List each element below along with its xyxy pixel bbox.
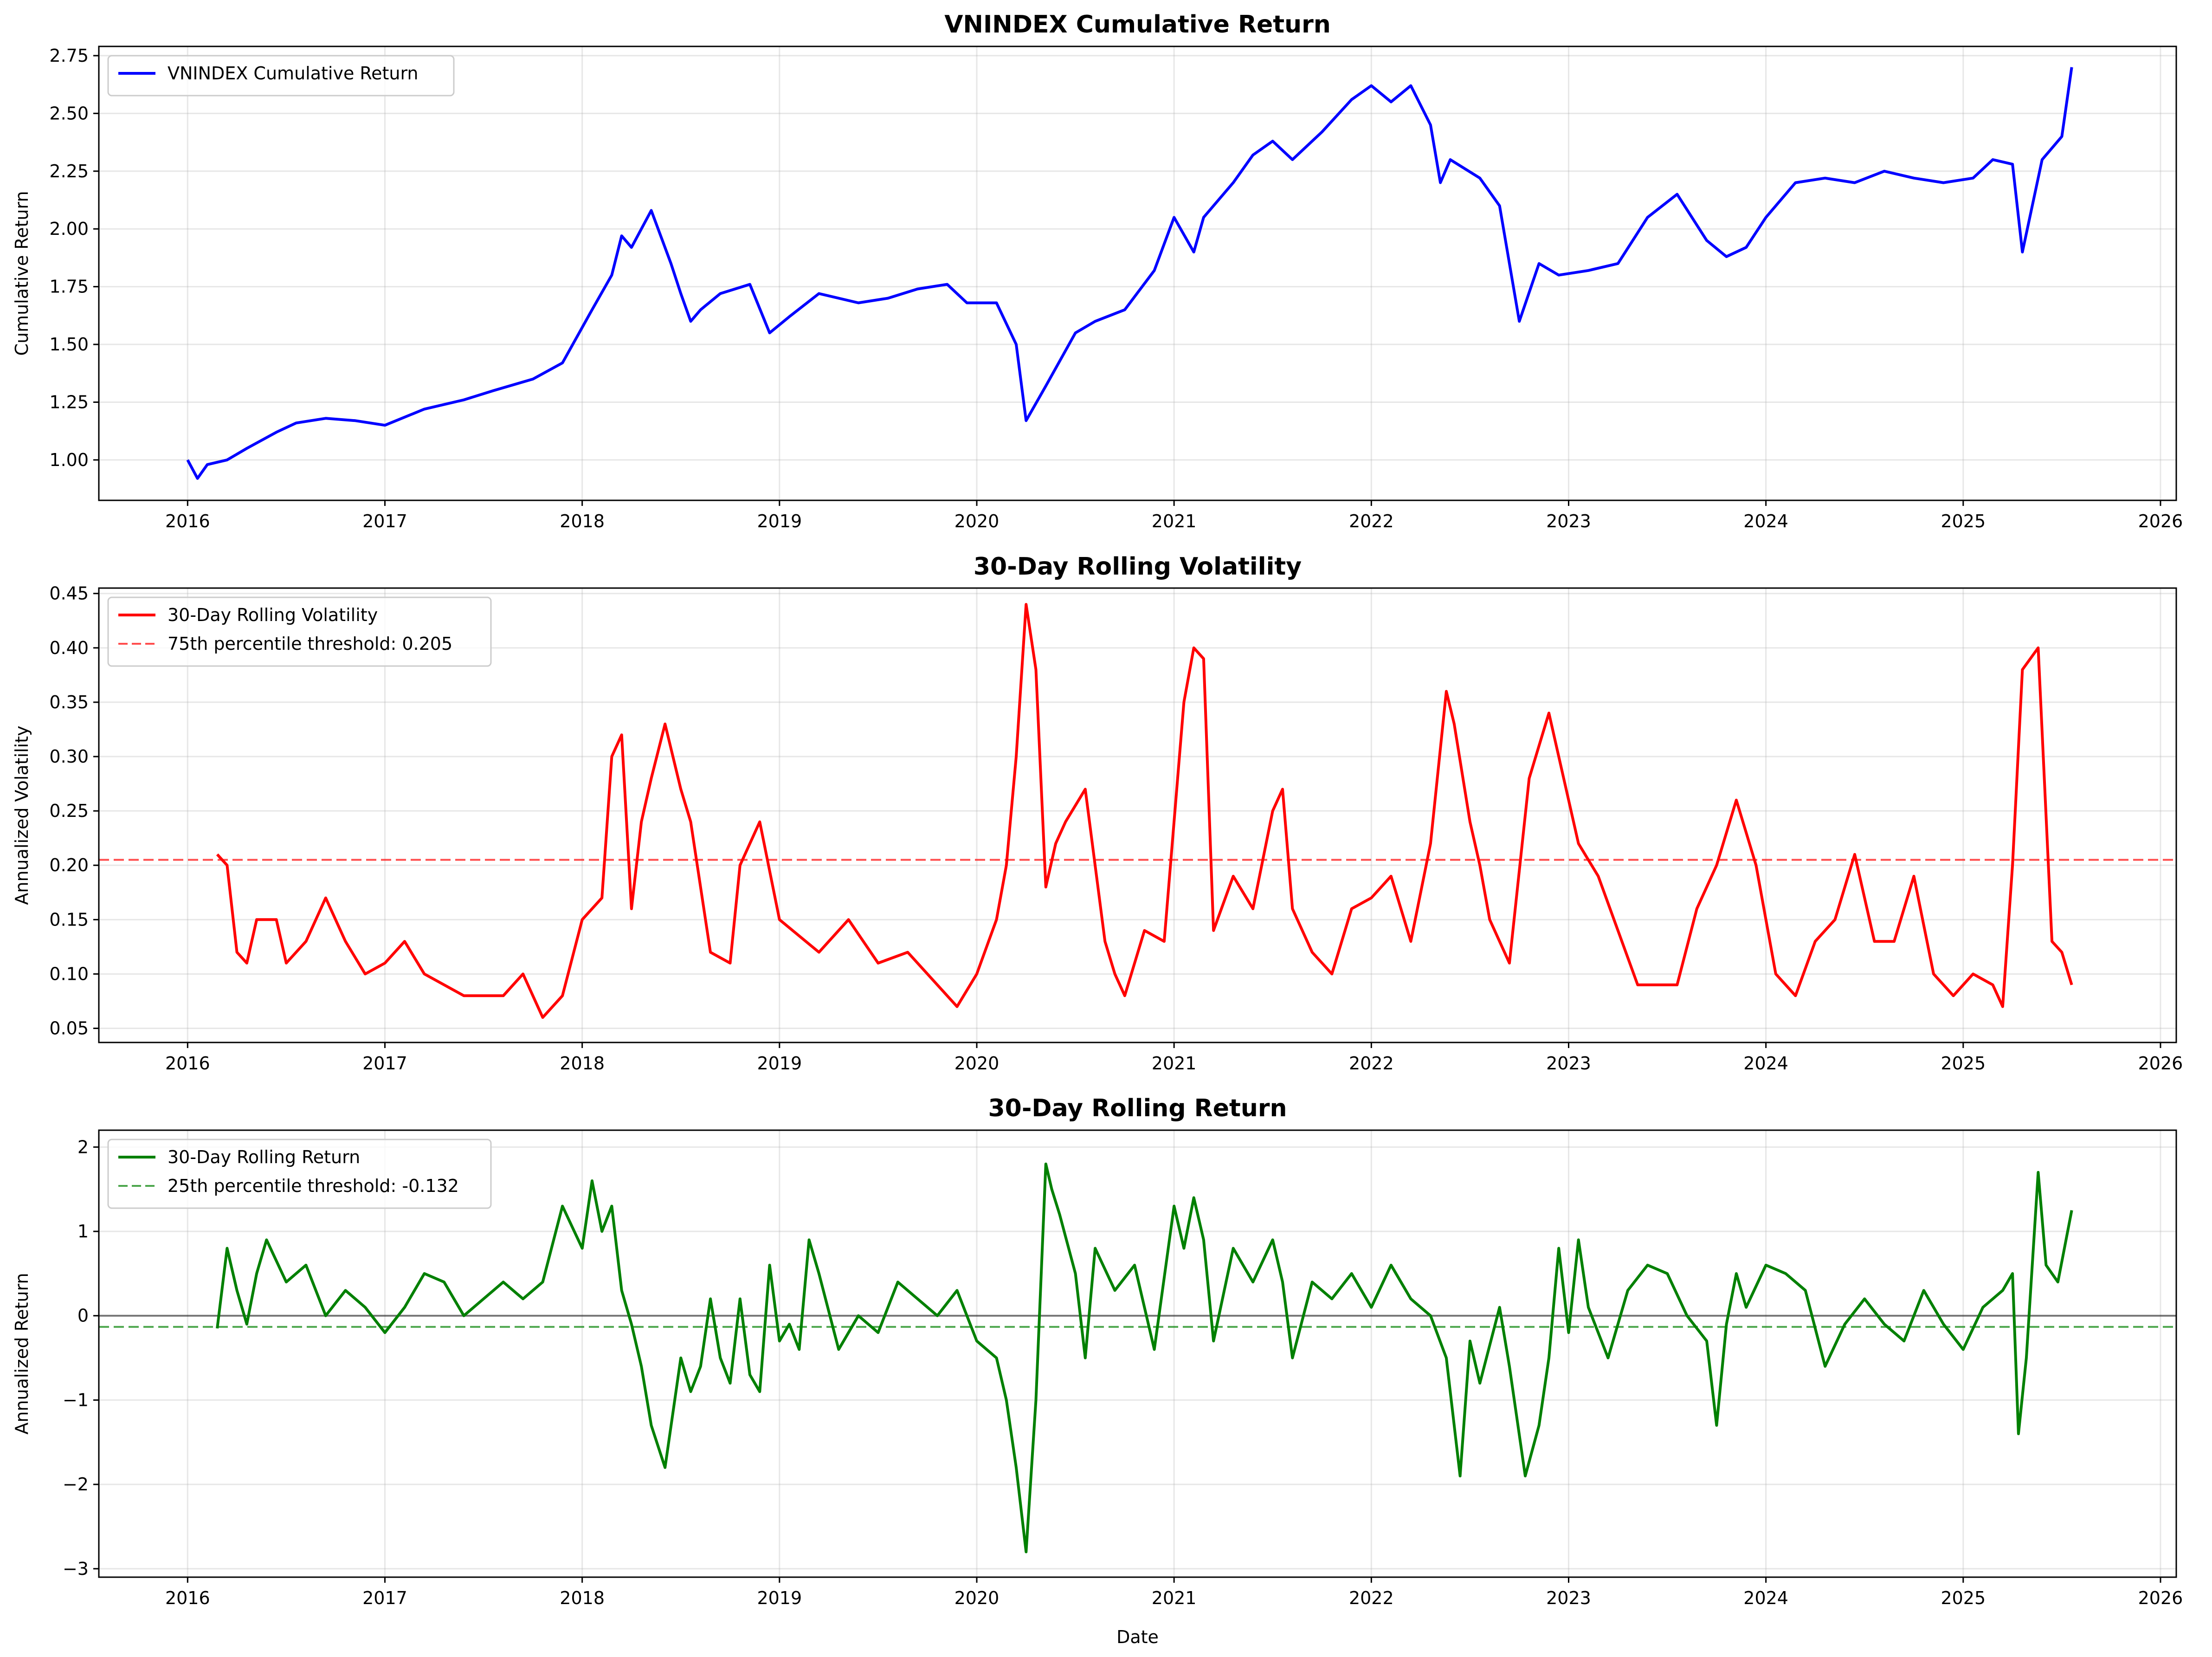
y-tick-label: 1.75 [49, 277, 89, 297]
y-tick-label: 2.00 [49, 219, 89, 239]
legend-box [107, 1139, 492, 1209]
legend: VNINDEX Cumulative Return [107, 55, 455, 97]
y-tick-label: 0.10 [49, 964, 89, 984]
y-tick-label: 0.05 [49, 1018, 89, 1039]
grid-lines [99, 588, 2176, 1042]
y-tick-label: 0.35 [49, 692, 89, 712]
y-tick-label: 2 [77, 1137, 89, 1157]
y-tick-label: 2.75 [49, 45, 89, 66]
series-line [216, 603, 2073, 1019]
x-tick-label: 2024 [1743, 1588, 1788, 1608]
legend-box [107, 596, 492, 667]
y-tick-label: 1.25 [49, 392, 89, 412]
x-tick-label: 2017 [362, 1588, 407, 1608]
y-tick-label: 1.50 [49, 334, 89, 355]
x-tick-label: 2016 [165, 511, 210, 531]
x-tick-label: 2017 [362, 1053, 407, 1074]
x-tick-label: 2018 [560, 511, 605, 531]
legend-box [107, 55, 455, 97]
x-tick-label: 2022 [1349, 1588, 1394, 1608]
legend: 30-Day Rolling Return 25th percentile th… [107, 1139, 492, 1209]
panel-rolling-return: 30-Day Rolling Return Annualized Return … [12, 1094, 2183, 1647]
x-tick-label: 2025 [1941, 1588, 1986, 1608]
panel-cumulative-return: VNINDEX Cumulative Return Cumulative Ret… [12, 11, 2183, 531]
x-tick-label: 2020 [954, 511, 1000, 531]
series-line [186, 67, 2073, 480]
axes-frame [98, 45, 2177, 501]
x-tick-label: 2018 [560, 1588, 605, 1608]
y-tick-label: 0.40 [49, 638, 89, 658]
panel-rolling-volatility: 30-Day Rolling Volatility Annualized Vol… [12, 553, 2183, 1074]
chart-title: VNINDEX Cumulative Return [944, 11, 1331, 39]
chart-title: 30-Day Rolling Return [988, 1094, 1287, 1122]
x-tick-label: 2017 [362, 511, 407, 531]
y-tick-label: −1 [63, 1390, 89, 1410]
x-tick-label: 2019 [757, 511, 802, 531]
x-tick-label: 2023 [1546, 511, 1591, 531]
x-tick-label: 2022 [1349, 511, 1394, 531]
x-tick-label: 2020 [954, 1053, 1000, 1074]
x-tick-label: 2026 [2138, 1053, 2183, 1074]
x-tick-label: 2024 [1743, 1053, 1788, 1074]
y-tick-label: −3 [63, 1559, 89, 1579]
y-tick-label: 0.45 [49, 583, 89, 604]
y-axis-label: Annualized Return [12, 1273, 32, 1434]
legend-label-threshold: 25th percentile threshold: -0.132 [168, 1176, 459, 1196]
x-tick-label: 2020 [954, 1588, 1000, 1608]
legend-label-threshold: 75th percentile threshold: 0.205 [168, 634, 452, 654]
x-tick-label: 2021 [1152, 1588, 1197, 1608]
series-line [216, 1162, 2073, 1553]
x-tick-label: 2026 [2138, 511, 2183, 531]
plot-area [99, 603, 2176, 1019]
x-tick-label: 2022 [1349, 1053, 1394, 1074]
plot-area [186, 67, 2073, 480]
x-tick-label: 2025 [1941, 1053, 1986, 1074]
plot-area [99, 1162, 2176, 1553]
y-axis-label: Annualized Volatility [12, 725, 32, 905]
y-tick-label: 0.25 [49, 801, 89, 821]
y-tick-label: 0.30 [49, 746, 89, 767]
y-axis-label: Cumulative Return [12, 191, 32, 356]
x-tick-label: 2021 [1152, 511, 1197, 531]
x-tick-label: 2018 [560, 1053, 605, 1074]
legend: 30-Day Rolling Volatility 75th percentil… [107, 596, 492, 667]
x-tick-label: 2016 [165, 1053, 210, 1074]
x-tick-label: 2016 [165, 1588, 210, 1608]
y-tick-label: 0.20 [49, 855, 89, 875]
x-axis-ticks: 2016 2017 2018 2019 2020 2021 2022 2023 2024 2025… [165, 500, 2183, 531]
axes-frame [98, 587, 2177, 1043]
y-axis-ticks: −3 −2 −1 0 1 2 [63, 1137, 99, 1579]
chart-title: 30-Day Rolling Volatility [974, 553, 1302, 581]
x-tick-label: 2025 [1941, 511, 1986, 531]
legend-label: VNINDEX Cumulative Return [168, 63, 419, 84]
y-axis-ticks: 0.05 0.10 0.15 0.20 0.25 0.30 0.35 0.40 0.45 [49, 583, 99, 1039]
legend-label: 30-Day Rolling Volatility [168, 605, 378, 625]
x-tick-label: 2023 [1546, 1588, 1591, 1608]
x-axis-ticks: 2016 2017 2018 2019 2020 2021 2022 2023 2024 2025… [165, 1042, 2183, 1074]
x-axis-ticks: 2016 2017 2018 2019 2020 2021 2022 2023 2024 2025… [165, 1577, 2183, 1608]
y-tick-label: −2 [63, 1474, 89, 1495]
x-tick-label: 2019 [757, 1588, 802, 1608]
y-tick-label: 0 [77, 1306, 89, 1326]
y-tick-label: 2.50 [49, 103, 89, 123]
y-tick-label: 2.25 [49, 161, 89, 181]
y-tick-label: 1 [77, 1221, 89, 1242]
x-tick-label: 2019 [757, 1053, 802, 1074]
x-axis-label: Date [1116, 1627, 1159, 1647]
x-tick-label: 2021 [1152, 1053, 1197, 1074]
x-tick-label: 2024 [1743, 511, 1788, 531]
y-tick-label: 0.15 [49, 909, 89, 930]
legend-label: 30-Day Rolling Return [168, 1147, 360, 1167]
y-tick-label: 1.00 [49, 450, 89, 470]
axes-frame [98, 1129, 2177, 1578]
x-tick-label: 2023 [1546, 1053, 1591, 1074]
y-axis-ticks: 1.00 1.25 1.50 1.75 2.00 2.25 2.50 2.75 [49, 45, 99, 470]
x-tick-label: 2026 [2138, 1588, 2183, 1608]
